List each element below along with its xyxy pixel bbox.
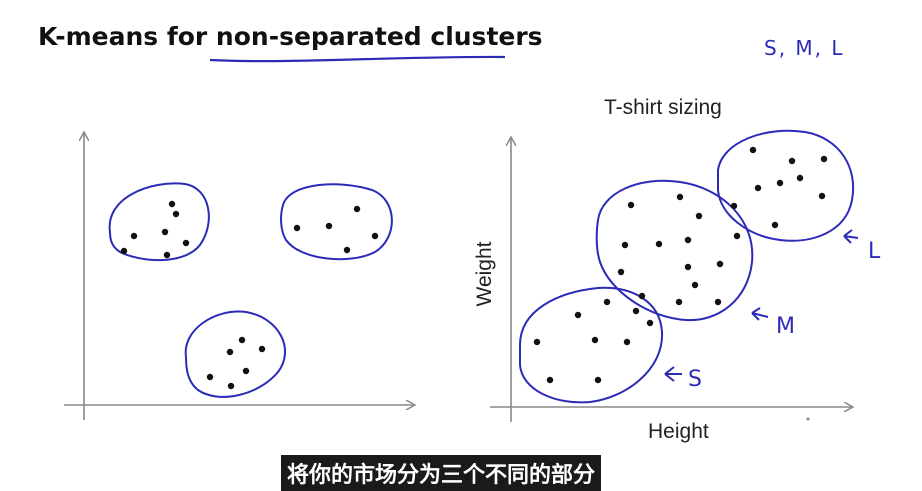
title-underline <box>209 55 506 63</box>
data-point-2-1-5 <box>646 319 654 327</box>
data-point-2-1-3 <box>603 298 611 306</box>
data-point-2-3-2 <box>788 157 796 165</box>
data-point-2-3-8 <box>730 202 738 210</box>
cluster-outline <box>280 183 393 261</box>
arrow-to-s <box>664 366 682 382</box>
data-point-2-2-3 <box>695 212 703 220</box>
data-point-2-3-1 <box>749 146 757 154</box>
data-point-2-2-4 <box>621 241 629 249</box>
data-point-2-1-8 <box>546 376 554 384</box>
data-point-2-1-9 <box>594 376 602 384</box>
data-point-2-2-13 <box>675 298 683 306</box>
data-point-2-2-9 <box>684 263 692 271</box>
x-axis-label: Height <box>648 420 709 443</box>
data-point-1-1-6 <box>163 251 171 259</box>
data-point-1-1-7 <box>168 200 176 208</box>
data-point-1-2-4 <box>371 232 379 240</box>
data-point-1-1-5 <box>182 239 190 247</box>
data-point-1-3-5 <box>227 382 235 390</box>
y-axis-label: Weight <box>473 241 496 307</box>
data-point-1-1-4 <box>172 210 180 218</box>
data-point-2-3-4 <box>754 184 762 192</box>
cluster-outline <box>184 310 287 398</box>
data-point-1-3-2 <box>226 348 234 356</box>
data-point-1-2-3 <box>353 205 361 213</box>
data-point-2-3-3 <box>820 155 828 163</box>
data-point-2-2-8 <box>716 260 724 268</box>
data-point-2-3-9 <box>771 221 779 229</box>
data-points <box>120 146 828 390</box>
data-point-2-1-4 <box>632 307 640 315</box>
data-point-2-2-14 <box>714 298 722 306</box>
video-subtitle: 将你的市场分为三个不同的部分 <box>281 455 602 491</box>
data-point-1-1-1 <box>130 232 138 240</box>
data-point-2-2-6 <box>684 236 692 244</box>
cluster-outline <box>108 182 210 262</box>
cluster-label-s: S <box>688 367 702 392</box>
stray-mark <box>806 417 810 421</box>
slide-title: K-means for non-separated clusters <box>38 22 543 51</box>
cluster-label-m: M <box>776 314 795 339</box>
data-point-2-1-6 <box>591 336 599 344</box>
size-note: S, M, L <box>764 36 845 60</box>
chart-title: T-shirt sizing <box>604 96 722 119</box>
data-point-1-2-1 <box>293 224 301 232</box>
cluster-label-l: L <box>868 239 881 264</box>
data-point-1-2-5 <box>343 246 351 254</box>
cluster-outline-s <box>519 286 664 404</box>
slide-title-emphasis: non-separated clusters <box>215 22 543 51</box>
data-point-2-3-6 <box>796 174 804 182</box>
cluster-outline-m <box>595 179 754 322</box>
data-point-1-2-2 <box>325 222 333 230</box>
data-point-2-2-2 <box>676 193 684 201</box>
data-point-2-3-5 <box>776 179 784 187</box>
arrow-to-m <box>751 307 769 321</box>
data-point-1-3-1 <box>238 336 246 344</box>
data-point-2-2-12 <box>638 292 646 300</box>
data-point-2-1-2 <box>574 311 582 319</box>
arrow-to-l <box>843 229 859 244</box>
data-point-1-3-4 <box>242 367 250 375</box>
slide-title-prefix: K-means for <box>38 22 216 51</box>
cluster-outline-l <box>717 129 855 242</box>
data-point-2-2-7 <box>733 232 741 240</box>
data-point-2-2-11 <box>691 281 699 289</box>
data-point-2-2-10 <box>617 268 625 276</box>
data-point-2-3-7 <box>818 192 826 200</box>
data-point-2-2-1 <box>627 201 635 209</box>
data-point-1-1-2 <box>120 247 128 255</box>
data-point-1-3-3 <box>258 345 266 353</box>
data-point-2-1-1 <box>533 338 541 346</box>
data-point-1-3-6 <box>206 373 214 381</box>
data-point-1-1-3 <box>161 228 169 236</box>
data-point-2-2-5 <box>655 240 663 248</box>
data-point-2-1-7 <box>623 338 631 346</box>
